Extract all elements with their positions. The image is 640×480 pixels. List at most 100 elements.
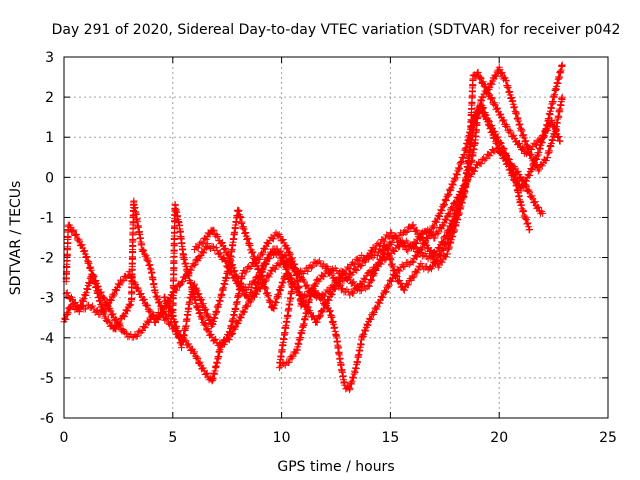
data-point — [201, 305, 209, 313]
data-point — [71, 231, 79, 239]
data-point — [115, 320, 123, 328]
data-point — [301, 303, 309, 311]
data-point — [309, 286, 317, 294]
data-point — [247, 262, 255, 270]
data-point — [506, 126, 514, 134]
data-point — [275, 250, 283, 258]
data-point — [222, 337, 230, 345]
data-point — [315, 257, 323, 265]
data-point — [446, 210, 454, 218]
y-tick-label: -4 — [40, 331, 54, 347]
data-point — [169, 311, 177, 319]
data-point — [243, 235, 251, 243]
data-point — [367, 275, 375, 283]
data-points — [60, 61, 566, 394]
data-point — [368, 276, 376, 284]
data-point — [500, 116, 508, 124]
data-point — [265, 255, 273, 263]
data-point — [435, 211, 443, 219]
data-point — [237, 314, 245, 322]
data-point — [346, 386, 354, 394]
data-point — [516, 139, 524, 147]
data-point — [556, 137, 564, 145]
data-point — [162, 300, 170, 308]
y-tick-label: -1 — [40, 210, 54, 226]
data-point — [518, 125, 526, 133]
data-point — [412, 243, 420, 251]
data-point — [328, 290, 336, 298]
data-point — [158, 304, 166, 312]
data-point — [196, 296, 204, 304]
data-point — [448, 205, 456, 213]
data-point — [430, 224, 438, 232]
data-point — [242, 228, 250, 236]
data-point — [197, 295, 205, 303]
data-point — [538, 162, 546, 170]
data-point — [422, 238, 430, 246]
data-point — [471, 167, 479, 175]
data-point — [413, 226, 421, 234]
data-point — [108, 311, 116, 319]
data-point — [524, 219, 532, 227]
data-point — [479, 94, 487, 102]
data-point — [99, 309, 107, 317]
data-point — [388, 239, 396, 247]
data-point — [248, 249, 256, 257]
data-point — [446, 228, 454, 236]
data-point — [202, 306, 210, 314]
data-point — [265, 292, 273, 300]
data-point — [65, 304, 73, 312]
data-point — [373, 252, 381, 260]
data-point — [487, 123, 495, 131]
data-point — [248, 296, 256, 304]
data-point — [140, 246, 148, 254]
data-point — [427, 228, 435, 236]
data-point — [199, 239, 207, 247]
data-point — [377, 256, 385, 264]
data-point — [487, 94, 495, 102]
data-point — [404, 281, 412, 289]
data-point — [448, 224, 456, 232]
data-point — [441, 240, 449, 248]
data-point — [485, 116, 493, 124]
data-point — [555, 132, 563, 140]
data-point — [430, 252, 438, 260]
data-point — [417, 260, 425, 268]
data-point — [479, 103, 487, 111]
data-point — [199, 315, 207, 323]
data-point — [533, 156, 541, 164]
data-point — [112, 316, 120, 324]
data-point — [259, 249, 267, 257]
data-point — [167, 307, 175, 315]
y-tick-label: -5 — [40, 371, 54, 387]
data-point — [127, 301, 135, 309]
data-point — [87, 263, 95, 271]
data-point — [539, 209, 547, 217]
data-point — [502, 121, 510, 129]
data-point — [209, 243, 217, 251]
data-point — [85, 280, 93, 288]
y-tick-label: -2 — [40, 251, 54, 267]
data-point — [441, 233, 449, 241]
data-point — [531, 198, 539, 206]
data-point — [70, 226, 78, 234]
data-point — [437, 251, 445, 259]
data-point — [118, 278, 126, 286]
data-point — [445, 235, 453, 243]
data-point — [474, 68, 482, 76]
data-point — [420, 251, 428, 259]
data-point — [270, 245, 278, 253]
data-point — [358, 261, 366, 269]
data-point — [256, 274, 264, 282]
data-point — [480, 82, 488, 90]
data-point — [279, 236, 287, 244]
data-point — [484, 86, 492, 94]
data-point — [98, 303, 106, 311]
data-point — [278, 278, 286, 286]
data-point — [194, 354, 202, 362]
data-point — [400, 286, 408, 294]
y-axis-label: SDTVAR / TECUs — [8, 181, 24, 296]
data-point — [113, 287, 121, 295]
data-point — [98, 302, 106, 310]
data-point — [249, 248, 257, 256]
